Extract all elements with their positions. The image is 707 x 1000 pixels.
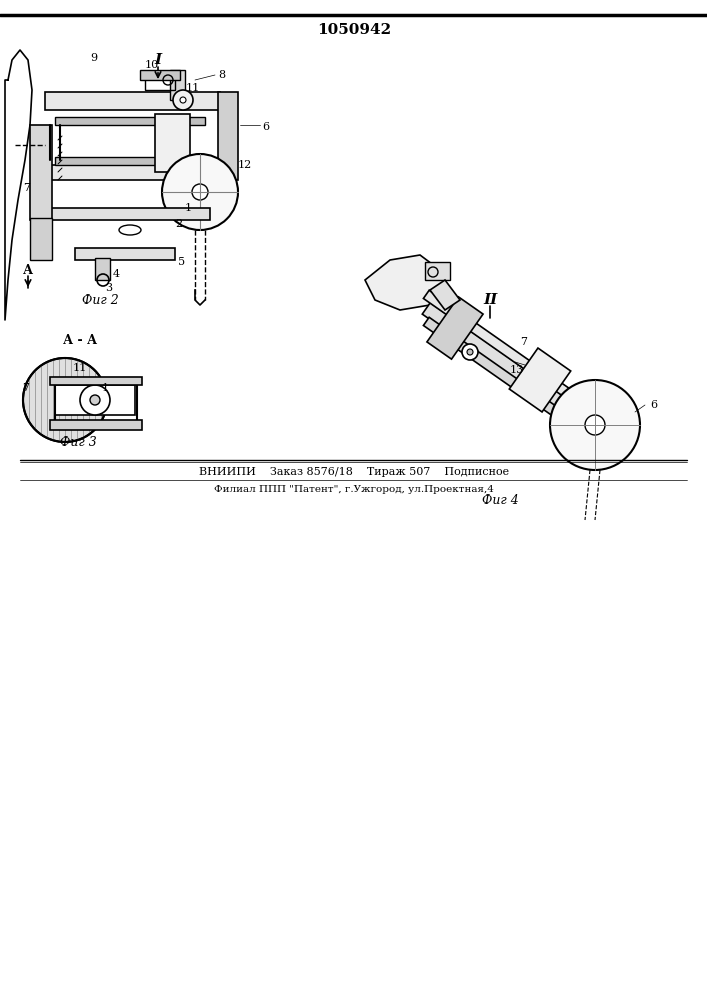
Text: 7: 7 <box>520 337 527 347</box>
Bar <box>140 70 180 80</box>
Text: 3: 3 <box>105 283 112 293</box>
Circle shape <box>462 344 478 360</box>
Bar <box>55 385 135 415</box>
Bar <box>95 258 110 280</box>
Text: 13: 13 <box>510 365 525 375</box>
Bar <box>45 92 220 110</box>
Bar <box>425 262 450 280</box>
Circle shape <box>550 380 640 470</box>
Text: А - А: А - А <box>63 334 97 347</box>
Bar <box>45 208 210 220</box>
Polygon shape <box>5 50 32 320</box>
Polygon shape <box>422 303 578 417</box>
Polygon shape <box>430 280 460 310</box>
Text: 8: 8 <box>218 70 225 80</box>
Bar <box>170 70 185 100</box>
Circle shape <box>192 184 208 200</box>
Text: II: II <box>483 293 497 307</box>
Ellipse shape <box>119 225 141 235</box>
Text: 6: 6 <box>262 122 269 132</box>
Text: 2: 2 <box>175 219 182 229</box>
Text: 10: 10 <box>145 60 159 70</box>
Bar <box>75 248 175 260</box>
Text: 11: 11 <box>73 363 87 373</box>
Text: 1: 1 <box>102 383 109 393</box>
Text: 12: 12 <box>238 160 252 170</box>
Text: I: I <box>154 53 162 67</box>
Polygon shape <box>427 297 483 359</box>
Polygon shape <box>423 290 577 402</box>
Bar <box>145 75 175 90</box>
Polygon shape <box>365 255 445 310</box>
Bar <box>45 165 220 180</box>
Text: 4: 4 <box>113 269 120 279</box>
Circle shape <box>90 395 100 405</box>
Text: 9: 9 <box>90 53 97 63</box>
Bar <box>155 114 190 172</box>
Text: 1: 1 <box>185 203 192 213</box>
Circle shape <box>585 415 605 435</box>
Text: 11: 11 <box>186 83 200 93</box>
Text: Фиг 2: Фиг 2 <box>81 294 118 306</box>
Circle shape <box>162 154 238 230</box>
Circle shape <box>173 90 193 110</box>
Bar <box>30 125 52 220</box>
Circle shape <box>180 97 186 103</box>
Text: 1050942: 1050942 <box>317 23 391 37</box>
Circle shape <box>23 358 107 442</box>
Text: Филиал ППП "Патент", г.Ужгород, ул.Проектная,4: Филиал ППП "Патент", г.Ужгород, ул.Проек… <box>214 486 494 494</box>
Polygon shape <box>509 348 571 412</box>
Circle shape <box>80 385 110 415</box>
Text: Фиг 4: Фиг 4 <box>481 493 518 506</box>
Polygon shape <box>423 317 577 429</box>
Bar <box>55 117 205 125</box>
Bar <box>55 378 137 422</box>
Text: Фиг 3: Фиг 3 <box>59 436 96 448</box>
Text: ВНИИПИ    Заказ 8576/18    Тираж 507    Подписное: ВНИИПИ Заказ 8576/18 Тираж 507 Подписное <box>199 467 509 477</box>
Circle shape <box>467 349 473 355</box>
Text: 5: 5 <box>178 257 185 267</box>
Text: 6: 6 <box>650 400 657 410</box>
Bar <box>218 92 238 180</box>
Text: 7: 7 <box>23 183 30 193</box>
Text: А: А <box>23 263 33 276</box>
Bar <box>50 377 142 385</box>
Bar <box>30 218 52 260</box>
Bar <box>50 420 142 430</box>
Text: 7: 7 <box>22 383 29 393</box>
Bar <box>55 157 205 165</box>
